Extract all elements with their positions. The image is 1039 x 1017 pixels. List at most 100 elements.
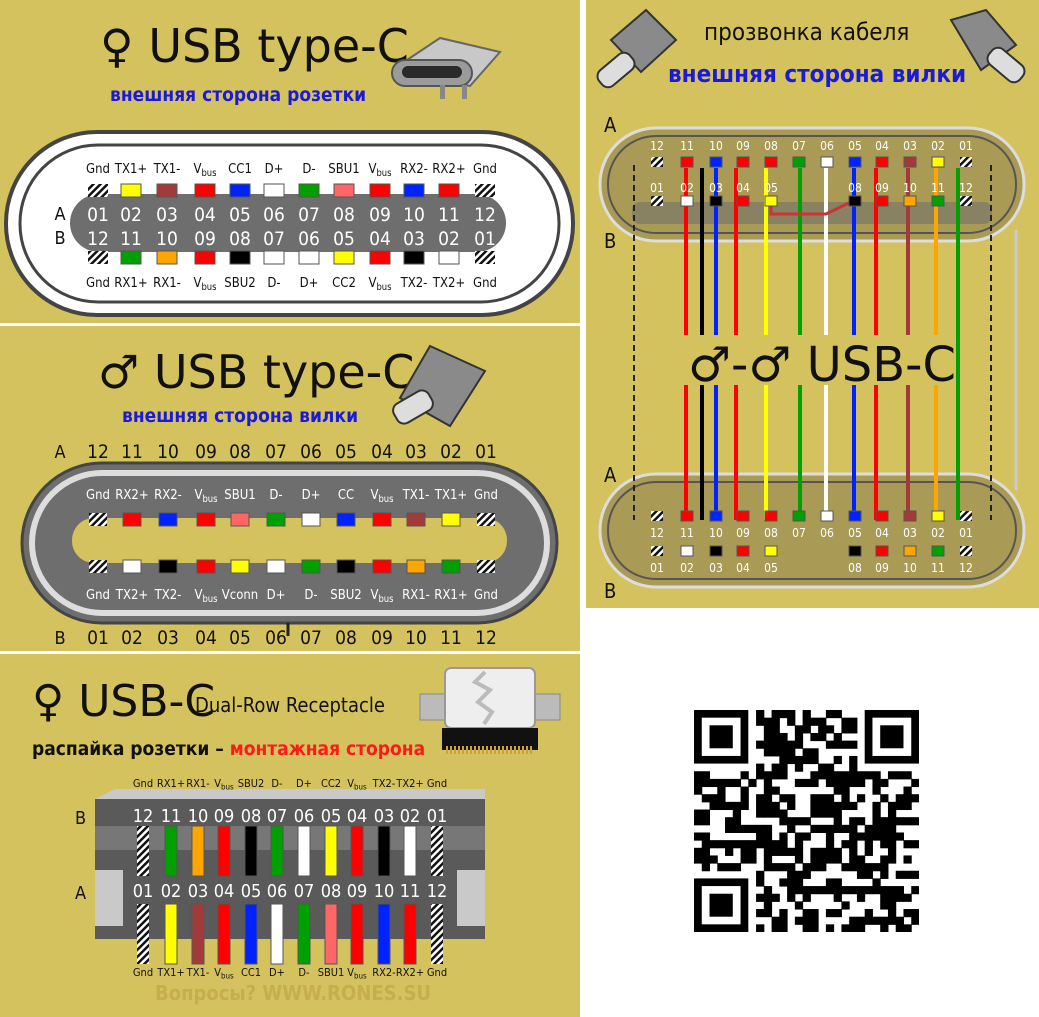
- qr-module: [787, 794, 796, 803]
- pin-black: [709, 195, 723, 207]
- pin-label-bottom: CC2: [332, 276, 356, 291]
- bottom-b-number: 12: [959, 561, 973, 575]
- qr-module: [802, 725, 811, 734]
- pin-red: [217, 903, 231, 965]
- qr-module: [825, 763, 835, 772]
- qr-module: [880, 832, 889, 841]
- qr-module: [748, 824, 757, 833]
- qr-module: [701, 832, 711, 841]
- qr-module: [849, 725, 858, 734]
- receptacle-pcb-icon: [419, 667, 561, 754]
- pin-green: [792, 510, 806, 522]
- qr-module: [849, 924, 858, 933]
- pcb-pin: [478, 746, 480, 754]
- top-b-number: 12: [959, 181, 973, 195]
- pin-label-top: SBU1: [328, 162, 359, 177]
- qr-module: [740, 840, 749, 849]
- qr-module: [763, 786, 773, 795]
- pin-label-bottom: Vbus: [370, 588, 393, 605]
- female-subtitle: внешняя сторона розетки: [110, 84, 366, 106]
- pcb-pin: [474, 746, 476, 754]
- qr-module: [841, 786, 850, 795]
- receptacle-title: ♀ USB-C: [32, 676, 215, 727]
- qr-module: [810, 847, 819, 856]
- pin-white: [297, 825, 311, 877]
- qr-module: [880, 824, 889, 833]
- qr-module: [810, 863, 819, 872]
- pin-label-top: CC1: [228, 162, 252, 177]
- pin-label-bottom: Gnd: [86, 588, 110, 603]
- qr-module: [802, 909, 811, 918]
- qr-module: [771, 740, 780, 749]
- pin-brown: [903, 510, 917, 522]
- row-a-label: A: [54, 204, 65, 225]
- qr-module: [818, 855, 827, 864]
- qr-module: [779, 809, 788, 818]
- qr-module: [856, 794, 866, 803]
- qr-module: [709, 778, 718, 788]
- pin-green: [301, 559, 321, 574]
- qr-module: [833, 778, 842, 788]
- pin-black: [848, 545, 862, 557]
- qr-module: [717, 840, 726, 849]
- row-a-number: 09: [369, 204, 391, 226]
- pin-red: [196, 559, 216, 574]
- qr-module: [818, 763, 827, 772]
- qr-module: [740, 786, 749, 795]
- qr-module: [903, 817, 912, 826]
- pin-yellow: [230, 559, 250, 574]
- qr-module: [818, 732, 827, 742]
- qr-module: [779, 748, 788, 757]
- qr-module: [887, 886, 897, 895]
- qr-module: [725, 824, 734, 833]
- pcb-pin: [490, 746, 492, 754]
- qr-module: [872, 786, 881, 795]
- plug-left-icon: [596, 8, 678, 89]
- qr-module: [802, 916, 811, 925]
- qr-module: [763, 725, 773, 734]
- pin-label-bottom: D+: [269, 966, 285, 979]
- qr-module: [794, 832, 804, 841]
- qr-module: [787, 878, 796, 887]
- bottom-a-number: 09: [736, 526, 750, 540]
- row-b-label: B: [75, 808, 86, 829]
- pin-label-top: D-: [302, 162, 315, 177]
- top-b-number: 04: [736, 181, 750, 195]
- qr-module: [756, 832, 765, 841]
- qr-module: [849, 832, 858, 841]
- pin-label-bottom: RX1-: [153, 276, 181, 291]
- qr-code[interactable]: [694, 710, 920, 933]
- qr-module: [763, 886, 773, 895]
- qr-finder-eye: [709, 725, 733, 749]
- qr-module: [717, 794, 726, 803]
- qr-module: [779, 909, 788, 918]
- qr-module: [763, 771, 773, 780]
- qr-module: [849, 817, 858, 826]
- qr-module: [756, 824, 765, 833]
- qr-module: [756, 710, 765, 719]
- qr-module: [864, 916, 873, 925]
- qr-module: [771, 847, 780, 856]
- qr-module: [794, 878, 804, 887]
- pin-label-top: D+: [265, 162, 284, 177]
- qr-module: [779, 878, 788, 887]
- qr-module: [895, 801, 904, 811]
- row-a-number: 11: [438, 204, 460, 226]
- pin-label-top: Gnd: [427, 777, 447, 790]
- receptacle-mounting-panel: ♀ USB-C Dual-Row Receptacle распайка роз…: [0, 654, 580, 1017]
- row-b-number: 08: [335, 627, 357, 649]
- qr-module: [880, 916, 889, 925]
- row-a-number: 01: [475, 441, 497, 463]
- qr-module: [849, 771, 858, 780]
- subtitle-black: распайка розетки –: [32, 738, 230, 760]
- qr-module: [763, 809, 773, 818]
- qr-module: [771, 771, 780, 780]
- qr-module: [810, 732, 819, 742]
- qr-module: [756, 763, 765, 772]
- bottom-b-number: 10: [903, 561, 917, 575]
- pin-salmon: [324, 903, 338, 965]
- qr-module: [895, 832, 904, 841]
- qr-module: [779, 710, 788, 719]
- qr-module: [895, 870, 904, 879]
- qr-module: [810, 794, 819, 803]
